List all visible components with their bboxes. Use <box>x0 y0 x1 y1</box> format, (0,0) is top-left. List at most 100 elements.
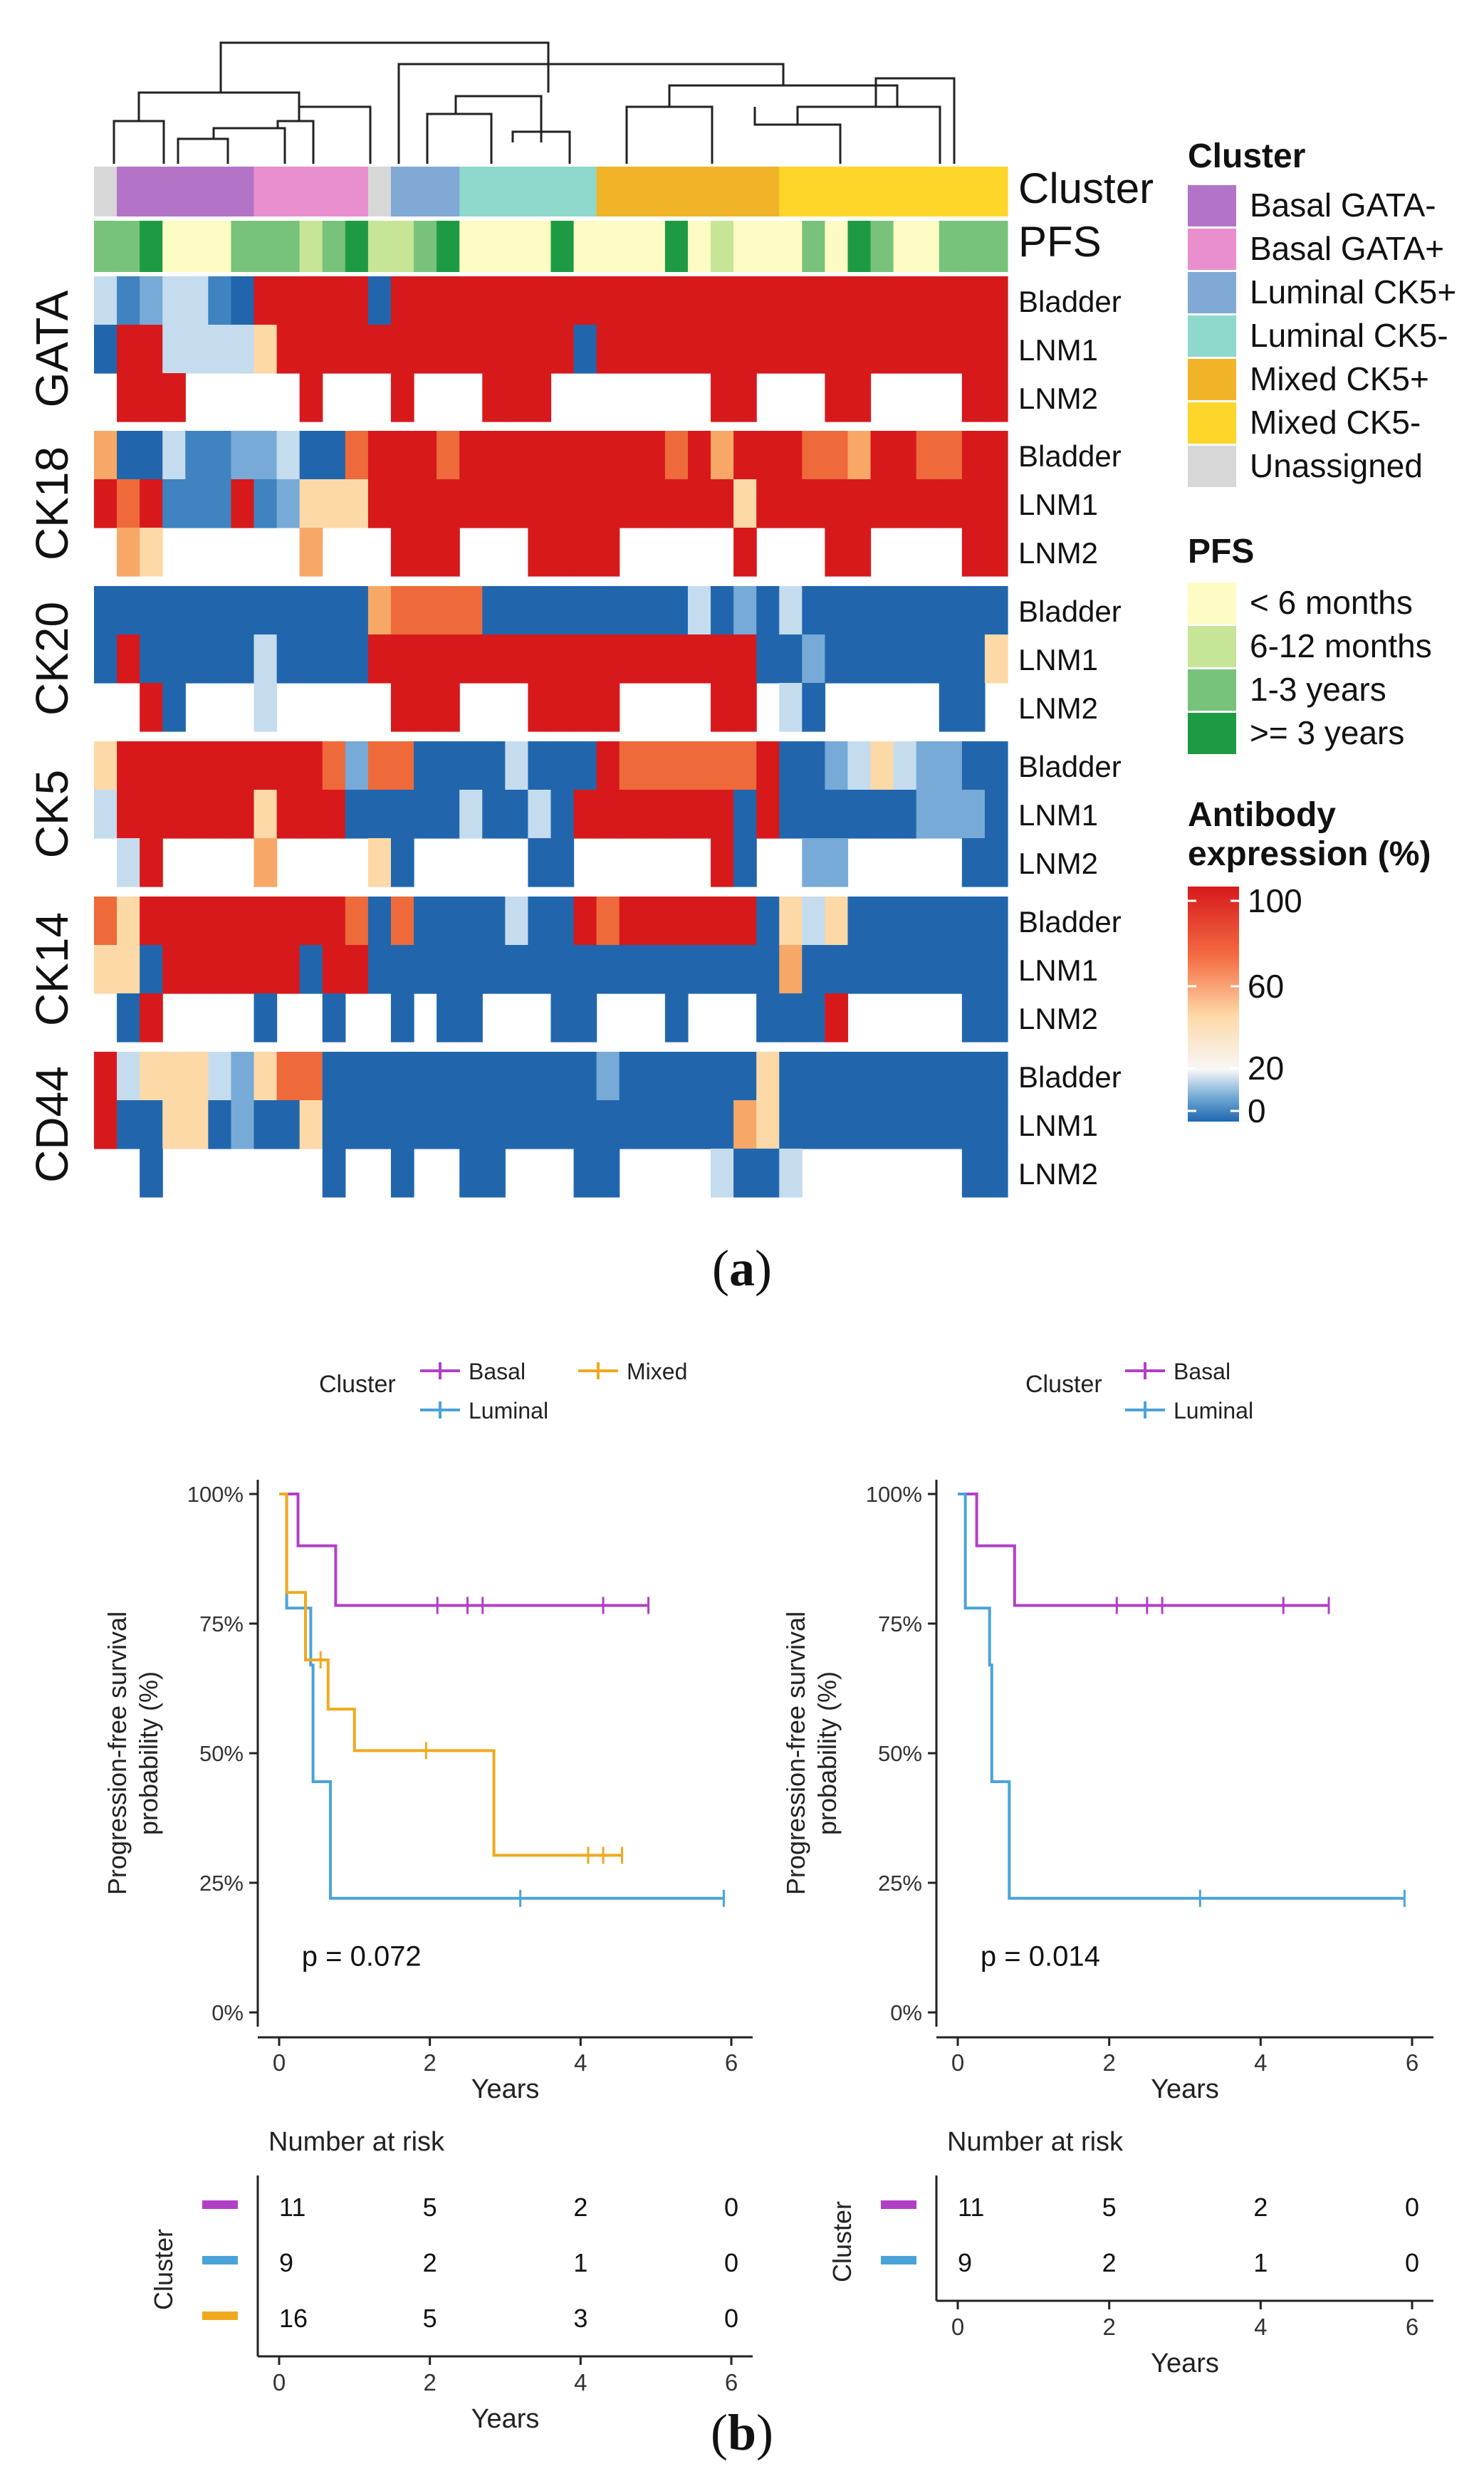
heatmap-cell <box>140 276 163 325</box>
heatmap-cell <box>711 683 734 732</box>
km-line-basal <box>279 1493 649 1607</box>
legend-cluster-label: Mixed CK5- <box>1250 404 1421 441</box>
heatmap-cell <box>231 325 255 374</box>
heatmap-cell <box>482 945 506 994</box>
heatmap-cell <box>550 634 575 684</box>
heatmap-cell <box>711 1149 734 1198</box>
heatmap-cell <box>345 1100 369 1149</box>
legend-pfs-swatch <box>1188 669 1236 711</box>
heatmap-cell <box>345 276 369 325</box>
heatmap-cell <box>802 945 825 994</box>
heatmap-cell <box>299 325 323 374</box>
heatmap-cell <box>482 373 506 422</box>
heatmap-cell <box>254 634 278 684</box>
heatmap-cell <box>185 479 209 528</box>
cluster-track-cell <box>94 167 117 216</box>
colorbar-tick-label: 100 <box>1248 882 1302 919</box>
heatmap-cell <box>756 741 780 790</box>
heatmap-cell <box>596 1100 620 1149</box>
row-label: LNM1 <box>1018 798 1098 832</box>
heatmap-cell <box>482 897 506 946</box>
heatmap-cell <box>117 993 140 1043</box>
row-label: LNM1 <box>1018 333 1098 367</box>
heatmap-cell <box>117 528 140 577</box>
heatmap-cell <box>550 1052 575 1101</box>
heatmap-cell <box>276 325 301 374</box>
risk-cell: 0 <box>724 2193 738 2222</box>
heatmap-cell <box>573 1052 597 1101</box>
heatmap-cell <box>299 373 323 422</box>
heatmap-cell <box>984 373 1008 422</box>
heatmap-cell <box>916 276 940 325</box>
risk-cell: 2 <box>1253 2193 1268 2222</box>
risk-table-title: Number at risk <box>268 2127 445 2157</box>
heatmap-cell <box>414 325 437 374</box>
expression-ticks: 100 60 20 0 <box>1188 882 1302 1129</box>
pfs-track-cell <box>687 221 711 272</box>
heatmap-cell <box>711 325 734 374</box>
heatmap-cell <box>733 741 757 790</box>
heatmap-cell <box>322 1052 346 1101</box>
heatmap-cell <box>984 741 1008 790</box>
risk-table-title: Number at risk <box>947 2127 1124 2157</box>
heatmap-cell <box>711 634 734 684</box>
pfs-track-cell <box>162 221 186 272</box>
heatmap-cell <box>482 325 506 374</box>
heatmap-cell <box>573 528 597 577</box>
risk-cell: 0 <box>724 2304 738 2333</box>
cluster-track-cell <box>254 167 369 216</box>
y-axis-label-line2: probability (%) <box>812 1671 842 1835</box>
heatmap-cell <box>711 838 734 887</box>
pfs-track-cell <box>711 221 734 272</box>
heatmap-cell <box>733 1100 757 1149</box>
pfs-track-cell <box>459 221 483 272</box>
heatmap-cell <box>414 1052 437 1101</box>
marker-label: GATA <box>26 290 78 407</box>
heatmap-cell <box>825 741 849 790</box>
heatmap-cell <box>802 325 825 374</box>
heatmap-cell <box>459 1052 483 1101</box>
heatmap-cell <box>733 276 757 325</box>
heatmap-cell <box>893 431 917 480</box>
heatmap-cell <box>437 325 460 374</box>
km-line-basal <box>958 1493 1329 1607</box>
risk-cell: 0 <box>724 2248 738 2277</box>
heatmap-cell <box>414 790 437 839</box>
y-tick-label: 25% <box>199 1871 244 1896</box>
heatmap-cell <box>802 634 825 684</box>
heatmap-cell <box>939 897 963 946</box>
risk-x-tick-label: 6 <box>1406 2314 1418 2340</box>
legend-cluster-swatch <box>1188 185 1236 226</box>
heatmap-cell <box>961 897 986 946</box>
heatmap-cell <box>870 276 894 325</box>
heatmap-cell <box>117 741 140 790</box>
heatmap-cell <box>825 479 849 528</box>
risk-row-swatch <box>202 2311 238 2320</box>
heatmap-cell <box>984 897 1008 946</box>
heatmap-cell <box>390 897 414 946</box>
heatmap-cell <box>140 1052 163 1101</box>
heatmap-cell <box>870 741 894 790</box>
heatmap-cell <box>185 634 209 684</box>
heatmap-cell <box>437 528 460 577</box>
heatmap-cell <box>847 945 872 994</box>
cluster-track-cell <box>390 167 460 216</box>
km-legend-left: Cluster Basal Mixed Luminal <box>319 1359 687 1423</box>
heatmap-cell <box>596 586 620 635</box>
km-legend-left-items: Basal Mixed Luminal <box>420 1359 687 1423</box>
heatmap-cell <box>619 897 643 946</box>
legend-pfs-label: < 6 months <box>1250 584 1413 621</box>
panel-a-label: (a) <box>712 1240 772 1297</box>
heatmap-cell <box>185 741 209 790</box>
heatmap-cell <box>345 479 369 528</box>
heatmap-cell <box>687 945 711 994</box>
risk-cell: 0 <box>1405 2248 1419 2277</box>
risk-y-axis-label: Cluster <box>149 2229 178 2310</box>
heatmap-cell <box>939 683 963 732</box>
heatmap-cell <box>390 1052 414 1101</box>
heatmap-cell <box>779 431 803 480</box>
heatmap-cell <box>802 838 825 887</box>
heatmap-cell <box>345 1052 369 1101</box>
risk-cell: 5 <box>1102 2193 1117 2222</box>
heatmap-cell <box>276 479 301 528</box>
